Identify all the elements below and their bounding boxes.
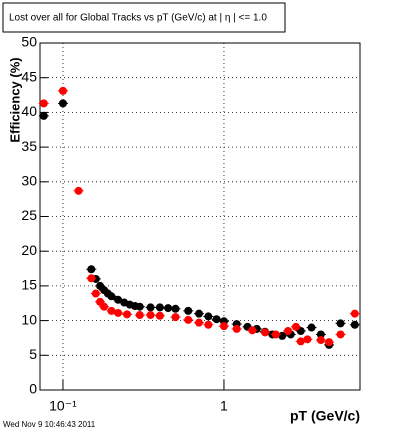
title-box (2, 2, 286, 33)
x-tick-label: 10⁻¹ (49, 398, 77, 414)
y-tick-label: 20 (21, 242, 37, 258)
marker (39, 99, 48, 108)
marker (212, 315, 221, 324)
marker (155, 311, 164, 320)
footer: Wed Nov 9 10:46:43 2011 (3, 420, 96, 429)
marker (219, 322, 228, 331)
marker (204, 312, 213, 321)
y-tick-label: 0 (29, 381, 37, 397)
marker (155, 303, 164, 312)
y-tick-label: 15 (21, 277, 37, 293)
marker (91, 289, 100, 298)
marker (184, 315, 193, 324)
y-tick-label: 10 (21, 311, 37, 327)
marker (316, 330, 325, 339)
marker (195, 309, 204, 318)
marker (87, 265, 96, 274)
marker (146, 311, 155, 320)
y-tick-label: 50 (21, 34, 37, 50)
y-tick-label: 35 (21, 138, 37, 154)
marker (123, 310, 132, 319)
marker (114, 308, 123, 317)
marker (164, 304, 173, 313)
marker (261, 328, 270, 337)
marker (325, 338, 334, 347)
marker (204, 320, 213, 329)
marker (248, 326, 257, 335)
y-tick-label: 45 (21, 68, 37, 84)
marker (350, 309, 359, 318)
marker (336, 330, 345, 339)
marker (171, 313, 180, 322)
x-tick-label: 1 (220, 398, 228, 414)
marker (316, 336, 325, 345)
marker (184, 306, 193, 315)
y-axis-label: Efficiency (%) (7, 57, 22, 142)
plot-frame (39, 42, 361, 391)
marker (74, 186, 83, 195)
marker (114, 295, 123, 304)
marker (146, 303, 155, 312)
marker (284, 327, 293, 336)
marker (100, 302, 109, 311)
marker (307, 323, 316, 332)
marker (39, 111, 48, 120)
marker (58, 99, 67, 108)
marker (135, 302, 144, 311)
marker (195, 318, 204, 327)
marker (232, 324, 241, 333)
marker (278, 331, 287, 340)
marker (336, 319, 345, 328)
marker (107, 292, 116, 301)
y-tick-label: 25 (21, 207, 37, 223)
marker (350, 320, 359, 329)
y-tick-label: 30 (21, 173, 37, 189)
y-tick-label: 40 (21, 103, 37, 119)
marker (271, 330, 280, 339)
chart-title: Lost over all for Global Tracks vs pT (G… (9, 13, 267, 24)
x-axis-label: pT (GeV/c) (290, 408, 360, 424)
marker (58, 86, 67, 95)
marker (87, 274, 96, 283)
marker (171, 304, 180, 313)
marker (135, 311, 144, 320)
marker (303, 335, 312, 344)
marker (291, 322, 300, 331)
y-tick-label: 5 (29, 346, 37, 362)
